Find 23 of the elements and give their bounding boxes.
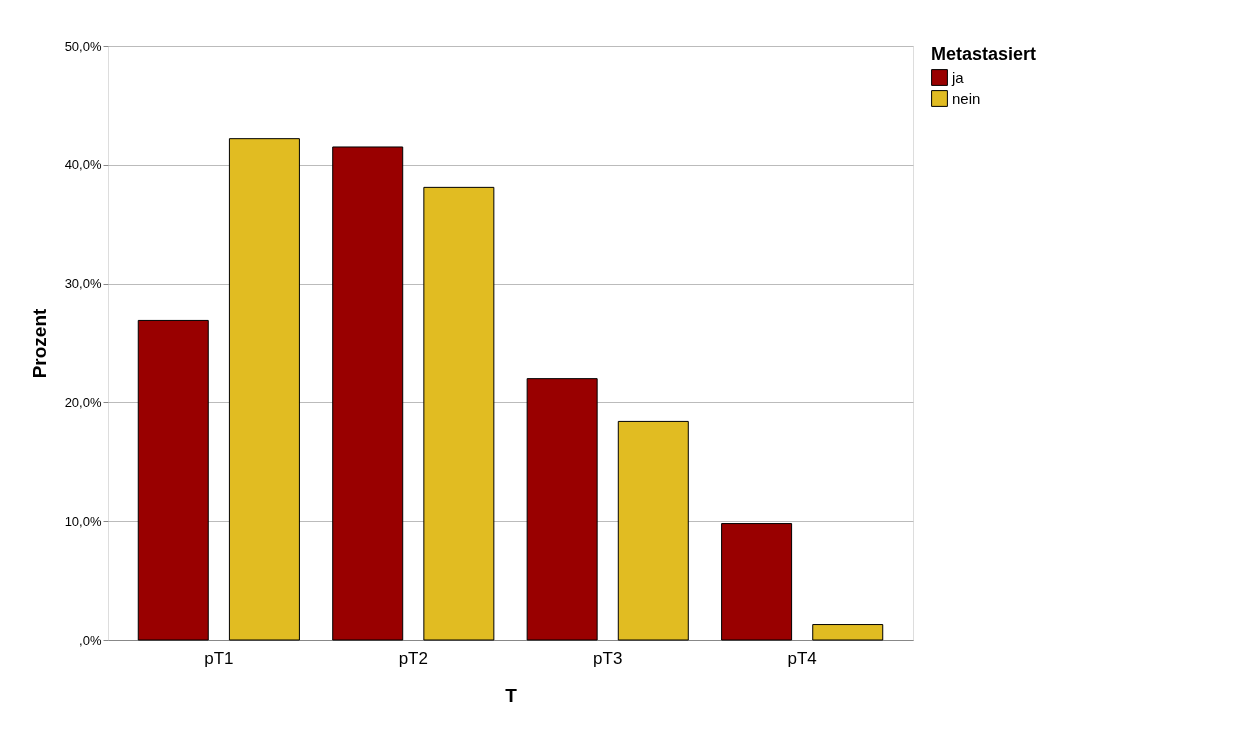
bar bbox=[137, 319, 209, 641]
y-tick-label: 20,0% bbox=[64, 394, 102, 410]
y-tick-label: 10,0% bbox=[64, 513, 102, 529]
x-tick-label: pT2 bbox=[398, 648, 428, 668]
legend-label: nein bbox=[952, 89, 981, 107]
bar bbox=[332, 146, 404, 641]
bar bbox=[423, 186, 495, 641]
bar bbox=[721, 523, 793, 641]
legend-label: ja bbox=[951, 68, 965, 86]
bar bbox=[526, 378, 598, 641]
bar bbox=[228, 138, 300, 641]
x-tick-label: pT1 bbox=[204, 648, 234, 668]
y-axis-title: Prozent bbox=[28, 308, 50, 379]
bar bbox=[812, 624, 884, 641]
bar bbox=[617, 420, 689, 641]
legend-title: Metastasiert bbox=[931, 44, 1037, 64]
x-axis-title: T bbox=[505, 684, 518, 706]
x-tick-label: pT3 bbox=[593, 648, 623, 668]
y-tick-label: 50,0% bbox=[64, 38, 102, 54]
y-tick-label: 30,0% bbox=[64, 276, 102, 292]
y-tick-label: 40,0% bbox=[64, 157, 102, 173]
y-tick-label: ,0% bbox=[79, 632, 102, 648]
x-tick-label: pT4 bbox=[787, 648, 817, 668]
